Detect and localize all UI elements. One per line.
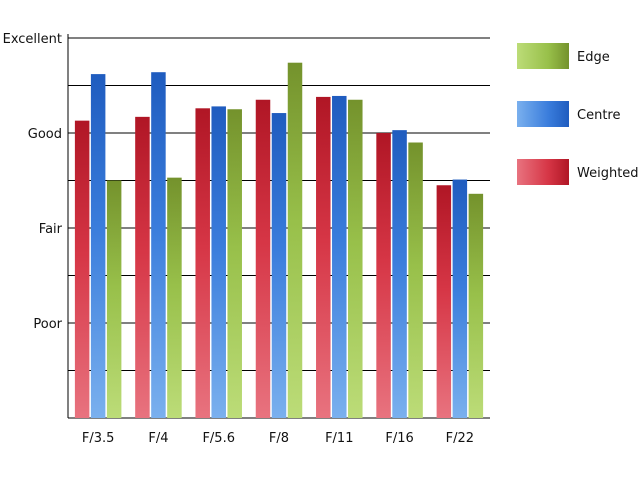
x-tick-label: F/5.6 [202,431,235,446]
bar-centre-F11 [332,95,347,418]
y-tick-label: Poor [33,317,62,332]
x-tick-label: F/8 [269,431,289,446]
legend-swatch-weighted [517,159,569,185]
y-tick-label: Fair [39,222,63,237]
bar-weighted-F35 [74,120,90,419]
legend-label: Edge [577,50,610,65]
x-tick-label: F/3.5 [82,431,115,446]
bar-weighted-F11 [316,96,331,419]
x-tick-label: F/4 [148,431,168,446]
bar-edge-F56 [227,109,242,418]
bar-centre-F8 [271,113,287,419]
legend-swatch-edge [517,43,569,69]
x-tick-label: F/11 [325,431,353,446]
bar-edge-F22 [468,193,484,418]
bar-weighted-F4 [135,116,150,418]
legend-swatch-centre [517,101,569,127]
bar-weighted-F22 [436,185,452,418]
bar-centre-F22 [452,179,468,418]
bars [74,62,484,419]
x-tick-label: F/16 [385,431,413,446]
y-axis-labels: Poor Fair Good Excellent [3,32,63,332]
y-tick-label: Good [28,127,62,142]
x-tick-label: F/22 [446,431,474,446]
bar-centre-F35 [90,74,106,418]
bar-edge-F35 [106,180,122,418]
bar-centre-F16 [392,130,407,418]
bar-edge-F11 [348,99,363,418]
bar-weighted-F56 [195,108,210,419]
legend-label: Centre [577,108,620,123]
bar-weighted-F16 [376,133,391,418]
y-tick-label: Excellent [3,32,62,47]
bar-centre-F4 [151,72,166,418]
bar-edge-F4 [167,177,182,418]
legend: Edge Centre Weighted [517,43,639,185]
bar-edge-F8 [287,62,303,418]
legend-label: Weighted [577,166,639,181]
bar-centre-F56 [211,106,226,419]
bar-weighted-F8 [255,99,271,418]
bar-edge-F16 [408,142,423,418]
x-axis-labels: F/3.5 F/4 F/5.6 F/8 F/11 F/16 F/22 [82,431,474,446]
